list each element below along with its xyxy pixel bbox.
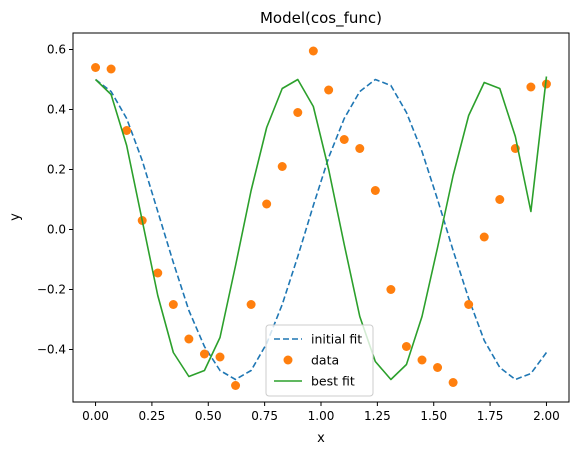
data-point — [246, 300, 256, 309]
y-tick-label: −0.2 — [37, 283, 66, 297]
x-tick-label: 1.00 — [308, 409, 335, 423]
legend-label: best fit — [311, 374, 355, 389]
x-tick-label: 0.50 — [195, 409, 222, 423]
x-tick-label: 1.75 — [477, 409, 504, 423]
y-tick-label: 0.0 — [47, 223, 66, 237]
data-point — [417, 355, 427, 365]
x-tick-label: 2.00 — [533, 409, 560, 423]
x-axis-label: x — [317, 431, 325, 446]
legend-box — [265, 324, 374, 397]
y-tick-label: −0.4 — [37, 343, 66, 357]
data-point — [541, 79, 551, 89]
data-point — [370, 186, 380, 195]
x-tick-label: 1.50 — [420, 409, 447, 423]
legend-marker-dot — [283, 355, 293, 365]
data-point — [122, 126, 132, 135]
data-point — [526, 82, 536, 92]
data-point — [293, 108, 303, 117]
data-point — [231, 381, 241, 390]
y-tick-label: 0.4 — [47, 103, 66, 117]
data-point — [153, 268, 163, 278]
x-tick-label: 0.25 — [139, 409, 166, 423]
data-point — [308, 46, 318, 56]
x-tick-label: 1.25 — [364, 409, 391, 423]
plot-frame — [72, 32, 570, 403]
data-point — [277, 162, 287, 171]
data-point — [199, 349, 209, 359]
data-point — [448, 378, 458, 387]
y-tick-label: 0.2 — [47, 163, 66, 177]
data-point — [324, 85, 334, 95]
data-point — [479, 232, 489, 242]
y-tick-label: 0.6 — [47, 43, 66, 57]
data-point — [168, 300, 178, 309]
data-point — [262, 199, 272, 209]
data-point — [91, 63, 101, 72]
data-point — [401, 342, 411, 351]
chart-title: Model(cos_func) — [260, 9, 382, 28]
y-axis-label: y — [8, 213, 23, 221]
data-point — [464, 300, 474, 309]
legend-label: data — [311, 353, 339, 368]
data-point — [433, 363, 443, 372]
data-point — [386, 285, 396, 294]
x-tick-label: 0.75 — [251, 409, 278, 423]
data-point — [355, 144, 365, 153]
data-point — [339, 135, 349, 144]
series-line-2 — [94, 76, 548, 381]
data-point — [215, 352, 225, 362]
data-point — [106, 64, 116, 74]
legend-label: initial fit — [311, 332, 362, 347]
x-tick-label: 0.00 — [82, 409, 109, 423]
data-point — [495, 195, 505, 204]
data-point — [184, 334, 194, 344]
